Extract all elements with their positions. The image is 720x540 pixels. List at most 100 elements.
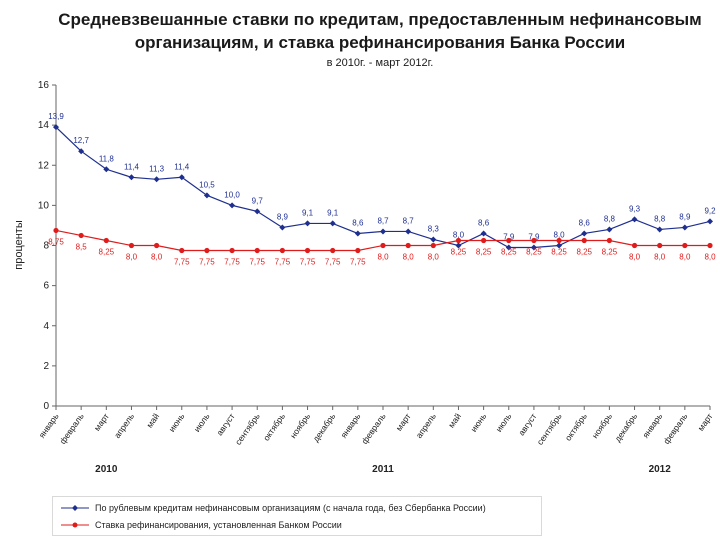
x-tick-label: апрель bbox=[414, 411, 439, 440]
data-label: 8,6 bbox=[579, 218, 591, 227]
x-tick-label: февраль bbox=[359, 411, 388, 446]
data-label: 8,25 bbox=[501, 247, 517, 256]
data-point bbox=[103, 237, 109, 244]
data-point bbox=[556, 242, 563, 249]
data-point bbox=[354, 230, 361, 237]
data-point bbox=[430, 242, 436, 249]
legend-item-loans: По рублевым кредитам нефинансовым органи… bbox=[61, 500, 486, 516]
data-label: 8,0 bbox=[629, 253, 641, 262]
x-tick-label: март bbox=[92, 411, 111, 432]
data-label: 10,0 bbox=[224, 190, 240, 199]
data-point bbox=[103, 166, 110, 173]
data-point bbox=[606, 237, 612, 244]
data-label: 9,7 bbox=[252, 196, 264, 205]
data-point bbox=[505, 244, 512, 251]
data-label: 7,75 bbox=[300, 258, 316, 267]
y-tick-label: 4 bbox=[43, 321, 49, 332]
y-tick-label: 12 bbox=[38, 160, 50, 171]
data-label: 8,0 bbox=[377, 253, 389, 262]
data-label: 9,2 bbox=[704, 206, 716, 215]
legend-item-refinancing-rate: Ставка рефинансирования, установленная Б… bbox=[61, 517, 342, 533]
x-tick-label: ноябрь bbox=[590, 411, 615, 440]
x-tick-label: июнь bbox=[167, 411, 187, 434]
x-tick-label: февраль bbox=[57, 411, 86, 446]
y-tick-label: 2 bbox=[43, 361, 49, 372]
y-tick-label: 0 bbox=[43, 401, 49, 412]
data-label: 8,0 bbox=[554, 231, 566, 240]
data-label: 8,25 bbox=[602, 247, 618, 256]
chart-title-line1: Средневзвешанные ставки по кредитам, пре… bbox=[58, 10, 702, 29]
data-point bbox=[154, 242, 160, 249]
x-tick-label: август bbox=[516, 411, 538, 437]
x-tick-label: август bbox=[214, 411, 236, 437]
data-label: 8,25 bbox=[476, 247, 492, 256]
data-point bbox=[631, 242, 638, 249]
data-label: 8,7 bbox=[377, 216, 389, 225]
data-label: 7,75 bbox=[199, 258, 215, 267]
data-label: 9,1 bbox=[302, 208, 314, 217]
data-point bbox=[254, 247, 260, 254]
data-label: 8,25 bbox=[99, 247, 115, 256]
data-point bbox=[657, 242, 663, 249]
data-label: 8,9 bbox=[277, 212, 289, 221]
x-tick-label: январь bbox=[338, 411, 362, 440]
data-label: 11,4 bbox=[124, 162, 140, 171]
data-label: 8,0 bbox=[151, 253, 163, 262]
data-label: 8,25 bbox=[576, 247, 592, 256]
data-label: 7,75 bbox=[249, 258, 265, 267]
chart-subtitle: в 2010г. - март 2012г. bbox=[326, 57, 434, 69]
data-point bbox=[128, 174, 135, 181]
x-tick-label: июнь bbox=[468, 411, 488, 434]
data-point bbox=[229, 202, 236, 209]
x-tick-label: май bbox=[446, 411, 463, 429]
data-point bbox=[178, 174, 185, 181]
data-point bbox=[530, 244, 537, 251]
data-label: 8,0 bbox=[403, 253, 415, 262]
data-point bbox=[330, 247, 336, 254]
data-point bbox=[430, 236, 437, 243]
data-label: 10,5 bbox=[199, 180, 215, 189]
y-tick-label: 6 bbox=[43, 281, 49, 292]
x-tick-label: апрель bbox=[112, 411, 137, 440]
x-tick-label: июль bbox=[192, 411, 212, 434]
x-tick-label: декабрь bbox=[612, 411, 639, 444]
x-tick-label: ноябрь bbox=[288, 411, 313, 440]
year-label: 2012 bbox=[649, 464, 672, 475]
data-label: 8,8 bbox=[654, 214, 666, 223]
legend-swatch-refinancing-rate bbox=[61, 522, 89, 528]
data-label: 8,6 bbox=[352, 218, 364, 227]
data-point bbox=[279, 247, 285, 254]
x-tick-label: сентябрь bbox=[233, 411, 262, 447]
data-point bbox=[204, 247, 210, 254]
data-label: 8,0 bbox=[704, 253, 716, 262]
y-tick-label: 16 bbox=[38, 80, 50, 91]
data-point bbox=[606, 226, 613, 233]
data-point bbox=[229, 247, 235, 254]
data-label: 11,3 bbox=[149, 164, 165, 173]
x-tick-label: январь bbox=[37, 411, 61, 440]
data-point bbox=[581, 230, 588, 237]
data-point bbox=[380, 228, 386, 235]
data-label: 8,6 bbox=[478, 218, 490, 227]
x-tick-label: март bbox=[696, 411, 715, 432]
data-label: 8,25 bbox=[551, 247, 567, 256]
data-point bbox=[304, 220, 311, 227]
data-point bbox=[78, 232, 84, 239]
data-point bbox=[506, 237, 512, 244]
data-point bbox=[455, 237, 462, 244]
data-label: 8,0 bbox=[453, 231, 465, 240]
data-point bbox=[355, 247, 361, 254]
data-label: 7,75 bbox=[350, 258, 366, 267]
data-point bbox=[707, 242, 713, 249]
data-point bbox=[531, 237, 537, 244]
data-label: 8,9 bbox=[679, 212, 691, 221]
chart-title-line2: организациям, и ставка рефинансирования … bbox=[134, 33, 626, 52]
data-point bbox=[405, 228, 412, 235]
data-label: 8,3 bbox=[428, 224, 440, 233]
data-label: 7,9 bbox=[528, 233, 540, 242]
data-point bbox=[656, 226, 663, 233]
x-tick-label: февраль bbox=[661, 411, 690, 446]
legend-swatch-loans bbox=[61, 505, 89, 511]
data-point bbox=[556, 237, 562, 244]
